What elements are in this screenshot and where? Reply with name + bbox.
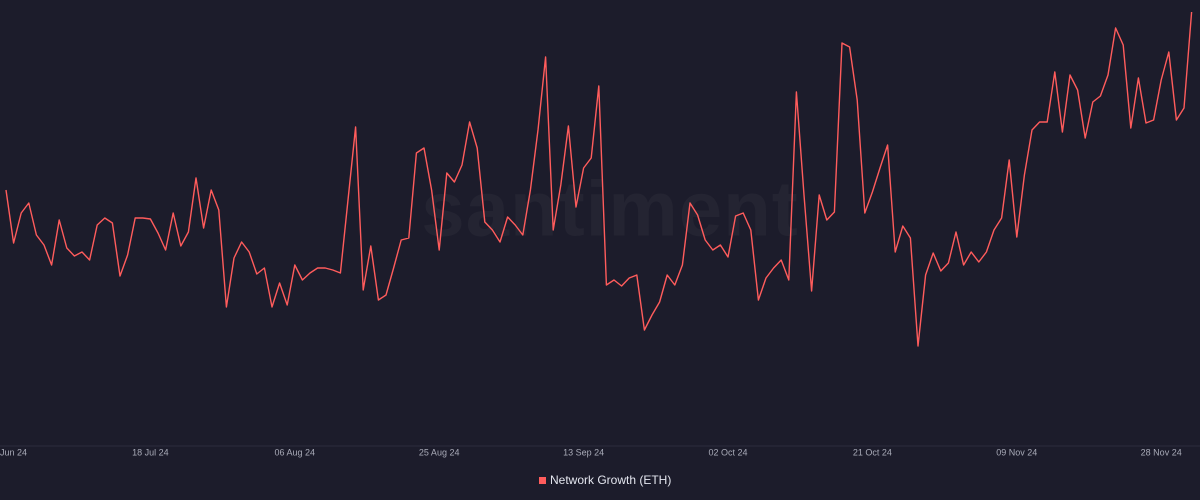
watermark: santiment <box>421 165 798 253</box>
x-tick-label: 25 Aug 24 <box>419 447 460 457</box>
x-tick-label: 06 Aug 24 <box>275 447 316 457</box>
legend-swatch <box>539 477 546 484</box>
x-tick-label: 21 Oct 24 <box>853 447 892 457</box>
x-tick-label: 28 Nov 24 <box>1141 447 1182 457</box>
x-tick-label: Jun 24 <box>0 447 27 457</box>
legend-label: Network Growth (ETH) <box>550 473 671 487</box>
series-line <box>5 11 1193 347</box>
x-tick-label: 02 Oct 24 <box>708 447 747 457</box>
x-tick-label: 09 Nov 24 <box>996 447 1037 457</box>
x-tick-label: 18 Jul 24 <box>132 447 169 457</box>
x-tick-label: 13 Sep 24 <box>563 447 604 457</box>
